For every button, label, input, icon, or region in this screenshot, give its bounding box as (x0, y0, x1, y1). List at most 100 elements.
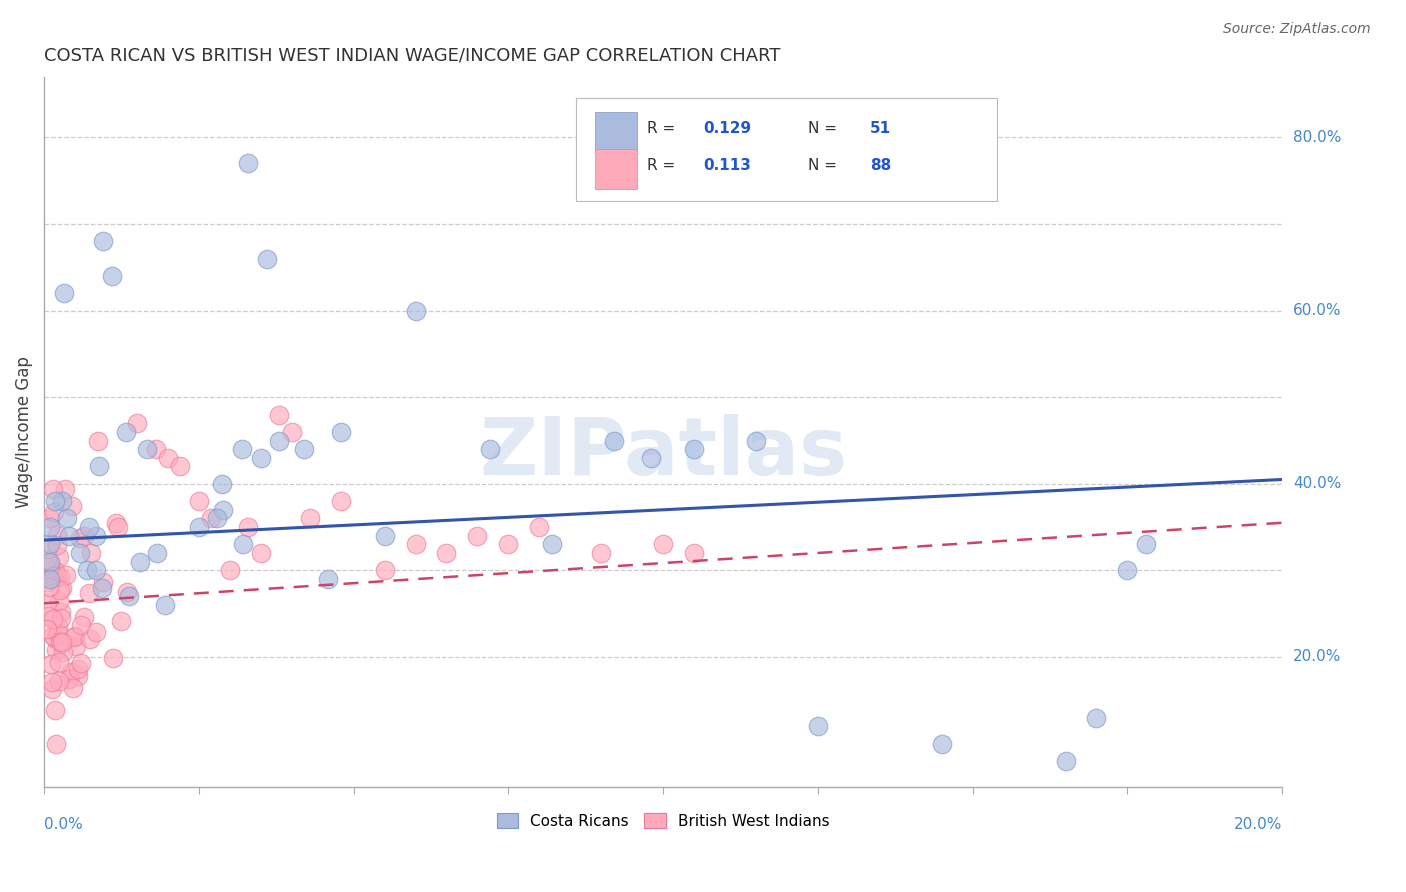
Point (269, 434, 291, 448)
Text: ZIPatlas: ZIPatlas (479, 414, 848, 492)
Point (115, 584, 138, 599)
Point (46, 569, 69, 583)
FancyBboxPatch shape (576, 98, 997, 201)
Text: R =: R = (647, 120, 675, 136)
Point (91, 575, 114, 590)
Point (53, 482, 76, 496)
Point (1054, 754, 1077, 768)
Point (37, 574, 59, 589)
Point (58, 529, 80, 543)
Point (39, 520, 62, 534)
Point (405, 537, 427, 551)
Point (211, 476, 233, 491)
Point (37, 622, 59, 636)
Point (38, 580, 60, 594)
Point (145, 442, 167, 457)
Point (51, 645, 73, 659)
Point (128, 555, 150, 569)
Point (60, 500, 83, 514)
Text: 0.0%: 0.0% (44, 817, 83, 832)
Point (104, 516, 127, 530)
Text: N =: N = (808, 158, 837, 173)
Point (38, 556, 60, 570)
Point (90, 581, 112, 595)
Text: 20.0%: 20.0% (1234, 817, 1282, 832)
Point (84, 529, 107, 543)
Point (37, 552, 59, 566)
Point (125, 416, 148, 430)
Point (498, 537, 520, 551)
Point (117, 590, 139, 604)
Point (249, 450, 271, 465)
Point (63, 629, 86, 643)
Point (745, 434, 768, 448)
Point (41, 674, 63, 689)
Point (107, 520, 129, 534)
Point (330, 494, 353, 508)
Point (652, 537, 675, 551)
Point (44, 494, 66, 508)
Point (207, 511, 229, 525)
Point (145, 546, 167, 560)
Point (62, 681, 84, 695)
Point (46, 528, 69, 542)
Point (602, 434, 624, 448)
Point (89, 459, 111, 474)
Text: 0.113: 0.113 (703, 158, 751, 173)
Point (42, 483, 65, 497)
Point (65, 639, 87, 653)
Point (218, 563, 240, 577)
Text: 60.0%: 60.0% (1294, 303, 1341, 318)
Point (84, 624, 107, 639)
Point (529, 520, 551, 534)
Point (103, 651, 125, 665)
Point (1085, 710, 1108, 724)
Point (69, 531, 91, 545)
Point (66, 663, 89, 677)
Point (37, 541, 59, 556)
Point (48, 549, 70, 564)
Point (39, 657, 62, 672)
Point (56, 511, 79, 525)
Point (478, 442, 501, 457)
Point (187, 494, 209, 508)
Point (51, 494, 73, 508)
Point (73, 529, 96, 543)
Point (136, 442, 159, 457)
Text: R =: R = (647, 158, 675, 173)
Point (238, 520, 260, 534)
Y-axis label: Wage/Income Gap: Wage/Income Gap (15, 356, 32, 508)
Point (49, 611, 72, 625)
Point (280, 425, 302, 439)
Point (72, 610, 94, 624)
Point (70, 617, 93, 632)
Point (269, 408, 291, 422)
Point (42, 505, 65, 519)
Point (37, 596, 59, 610)
Point (39, 537, 62, 551)
Point (51, 582, 73, 596)
Point (187, 520, 209, 534)
Point (48, 673, 70, 688)
Point (231, 442, 253, 457)
Point (256, 252, 278, 266)
Point (79, 632, 101, 647)
Point (44, 703, 66, 717)
Point (38, 511, 60, 525)
Point (41, 682, 63, 697)
Point (69, 546, 91, 560)
Point (374, 529, 396, 543)
Point (683, 442, 706, 457)
Point (77, 586, 100, 600)
Point (49, 605, 72, 619)
Point (807, 719, 830, 733)
Point (42, 569, 65, 583)
Point (49, 635, 72, 649)
Point (46, 538, 69, 552)
Text: COSTA RICAN VS BRITISH WEST INDIAN WAGE/INCOME GAP CORRELATION CHART: COSTA RICAN VS BRITISH WEST INDIAN WAGE/… (44, 46, 780, 64)
Point (467, 529, 489, 543)
FancyBboxPatch shape (595, 149, 637, 189)
Point (169, 459, 191, 474)
Point (62, 630, 84, 644)
Point (51, 635, 73, 649)
